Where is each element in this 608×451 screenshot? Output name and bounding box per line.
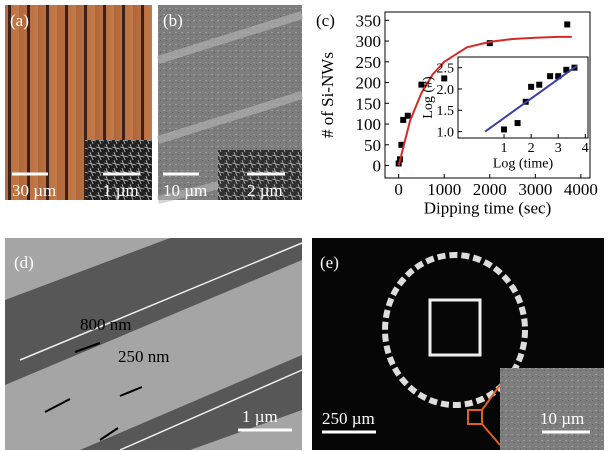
data-point <box>564 21 570 27</box>
y-axis-label: Log (#) <box>421 76 436 119</box>
x-tick-label: 3000 <box>518 180 552 199</box>
panel-label: (d) <box>14 253 34 272</box>
scale-label: 1 µm <box>103 181 139 200</box>
y-tick-label: 250 <box>356 53 382 72</box>
figure: (a) 30 µm 1 µm (b) 10 µm 2 µm 800 nm 250… <box>0 0 608 451</box>
x-tick-label: 1000 <box>427 180 461 199</box>
x-tick-label: 4 <box>582 141 589 156</box>
width-label: 800 nm <box>80 315 131 334</box>
data-point <box>515 120 521 126</box>
y-tick-label: 2.0 <box>437 83 455 98</box>
x-tick-label: 2 <box>528 141 535 156</box>
y-tick-label: 200 <box>356 74 382 93</box>
y-tick-label: 1.0 <box>437 126 455 141</box>
scale-label: 2 µm <box>247 181 283 200</box>
panel-label: (c) <box>316 11 335 30</box>
y-tick-label: 0 <box>373 157 382 176</box>
panel-d: 800 nm 250 nm 1 µm (d) <box>5 238 302 450</box>
data-point <box>528 84 534 90</box>
data-point <box>547 73 553 79</box>
x-tick-label: 2000 <box>473 180 507 199</box>
x-axis-label: Dipping time (sec) <box>424 199 551 218</box>
x-tick-label: 0 <box>394 180 403 199</box>
data-point <box>501 126 507 132</box>
y-tick-label: 300 <box>356 32 382 51</box>
x-tick-label: 4000 <box>564 180 598 199</box>
width-label: 250 nm <box>118 347 169 366</box>
scale-label: 250 µm <box>322 409 375 428</box>
y-tick-label: 1.5 <box>437 104 455 119</box>
page: (a) 30 µm 1 µm (b) 10 µm 2 µm 800 nm 250… <box>0 0 608 451</box>
panel-label: (e) <box>320 253 339 272</box>
x-axis-label: Log (time) <box>493 156 554 171</box>
panel-e: (e) 250 µm 10 µm <box>312 238 604 450</box>
data-point <box>536 82 542 88</box>
scale-label: 10 µm <box>163 181 207 200</box>
y-tick-label: 100 <box>356 115 382 134</box>
y-tick-label: 150 <box>356 94 382 113</box>
panel-a: (a) 30 µm 1 µm <box>5 5 152 200</box>
y-tick-label: 350 <box>356 11 382 30</box>
data-point <box>405 113 411 119</box>
scale-label: 30 µm <box>12 181 56 200</box>
panel-b: (b) 10 µm 2 µm <box>158 5 302 200</box>
scale-label: 1 µm <box>242 407 278 426</box>
x-tick-label: 3 <box>555 141 562 156</box>
x-tick-label: 1 <box>501 141 508 156</box>
panel-label: (b) <box>163 11 183 30</box>
y-axis-label: # of Si-NWs <box>318 52 337 138</box>
y-tick-label: 2.5 <box>437 62 455 77</box>
scale-label: 10 µm <box>540 409 584 428</box>
y-tick-label: 50 <box>364 136 381 155</box>
panel-label: (a) <box>10 11 29 30</box>
